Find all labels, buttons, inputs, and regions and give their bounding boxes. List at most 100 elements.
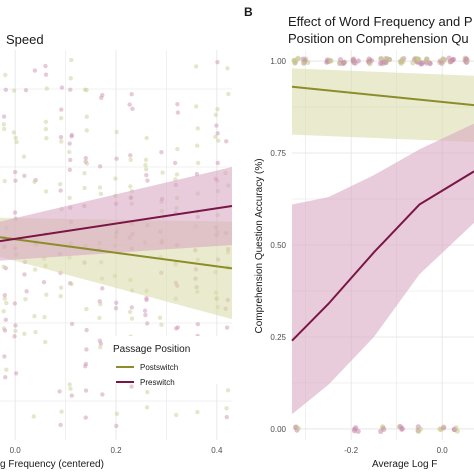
data-point [224,325,230,330]
data-point [67,382,72,387]
data-point [11,88,17,93]
data-point [97,338,103,343]
data-point [379,60,385,66]
data-point [128,184,133,189]
data-point [21,154,27,159]
data-point [58,294,63,299]
data-point [386,56,393,63]
data-point [83,361,89,367]
data-point [83,388,89,393]
data-point [328,58,334,64]
data-point [84,128,89,133]
data-point [193,64,199,69]
data-point [226,91,231,97]
data-point [12,301,18,306]
data-point [43,126,49,132]
data-point [127,102,132,107]
data-point [98,345,103,350]
data-point [67,149,72,155]
data-point [224,139,229,144]
data-point [1,114,7,119]
y-tick-label: 0.00 [270,425,286,434]
data-point [12,334,17,339]
data-point [12,169,18,175]
data-point [82,185,87,191]
data-point [215,160,220,166]
data-point [82,170,87,176]
data-point [128,153,133,158]
data-point [144,405,150,410]
data-point [113,176,118,181]
data-point [144,295,149,301]
data-point [43,119,49,124]
data-point [97,185,103,190]
data-point [300,60,307,66]
data-point [129,92,134,97]
data-point [83,159,88,164]
x-tick-label: 0.4 [211,446,223,455]
data-point [69,281,74,287]
data-point [4,300,9,306]
data-point [142,308,148,313]
data-point [159,149,164,155]
data-point [175,146,180,152]
data-point [214,123,219,128]
data-point [225,388,231,393]
panel-b-title-line-1: Effect of Word Frequency and P [288,14,473,29]
data-point [441,425,447,431]
legend-postswitch-label: Postswitch [140,363,178,372]
data-point [32,68,38,73]
data-point [410,60,416,66]
data-point [174,412,179,418]
data-point [129,305,135,310]
data-point [173,326,179,331]
data-point [224,414,229,420]
x-tick-label: 0.2 [110,446,122,455]
data-point [68,76,73,81]
data-point [423,56,430,62]
data-point [32,179,37,185]
panel-b-bands [292,68,474,415]
data-point [355,58,361,64]
data-point [1,264,6,270]
data-point [195,143,200,148]
data-point [84,114,89,119]
data-point [84,87,89,93]
x-tick-label: 0.0 [10,446,22,455]
data-point [58,135,64,140]
data-point [69,321,75,327]
data-point [367,61,373,67]
data-point [68,386,73,391]
data-point [44,292,49,297]
data-point [68,157,73,163]
legend-background [108,336,222,384]
data-point [398,60,404,66]
data-point [67,167,73,172]
data-point [291,58,298,64]
data-point [69,132,75,138]
data-point [23,296,28,302]
data-point [194,104,199,109]
data-point [33,329,38,335]
data-point [216,138,221,143]
data-point [130,106,135,111]
panel-b-x-axis-label: Average Log F [372,459,437,470]
data-point [100,286,105,291]
y-tick-label: 0.25 [270,333,286,342]
x-tick-label: -0.2 [344,446,358,455]
postswitch-confidence-band [292,68,474,142]
data-point [57,182,63,187]
data-point [127,309,133,315]
data-point [175,101,180,107]
data-point [58,422,63,428]
data-point [67,280,73,286]
panel-a-x-ticks: 0.0 0.2 0.4 [10,446,223,455]
data-point [58,188,63,193]
data-point [23,87,29,93]
data-point [439,60,445,66]
legend-preswitch-label: Preswitch [140,378,175,387]
data-point [114,411,120,417]
data-point [59,409,64,414]
data-point [43,339,48,345]
